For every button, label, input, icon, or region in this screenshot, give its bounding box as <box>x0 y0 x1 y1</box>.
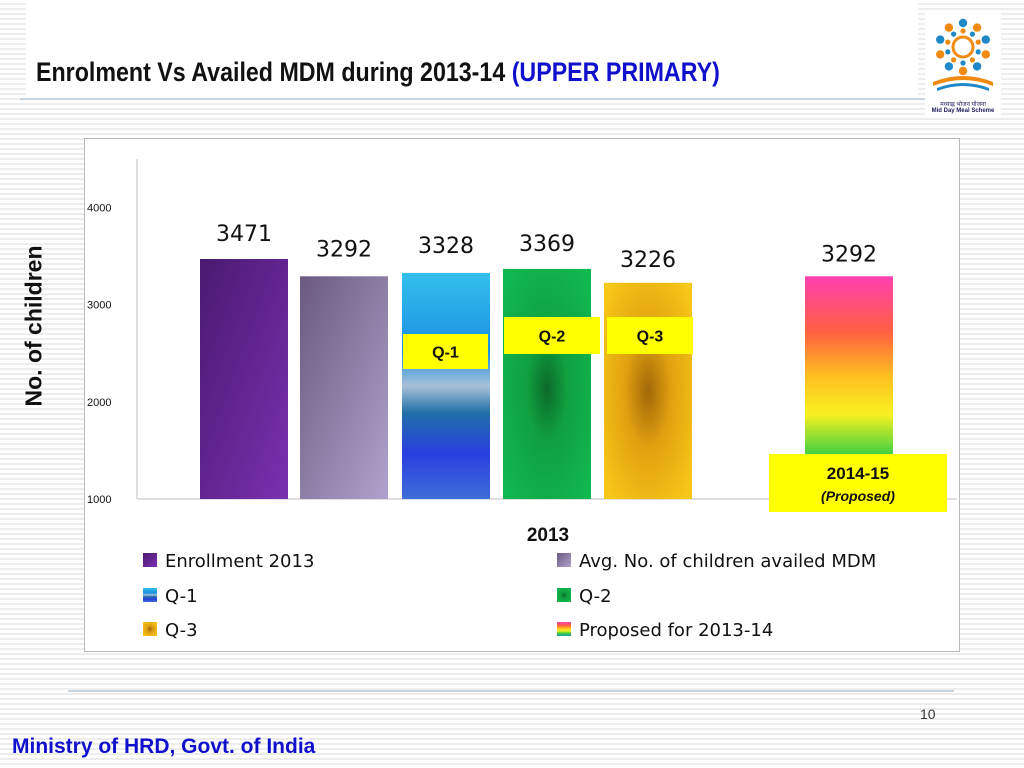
legend-swatch-6 <box>557 622 571 636</box>
data-label-1: 3471 <box>216 222 272 247</box>
bar-1 <box>200 259 288 499</box>
bar-5 <box>604 282 692 499</box>
legend-swatch-5 <box>143 622 157 636</box>
legend-label-5: Q-3 <box>165 620 198 641</box>
bar-2 <box>300 276 388 499</box>
data-label-5: 3226 <box>620 248 676 273</box>
legend-swatch-2 <box>557 553 571 567</box>
bar-chart: 1000 2000 3000 4000 2013 3471 3292 3328 3369 322… <box>87 159 957 641</box>
legend-label-3: Q-1 <box>165 586 198 607</box>
y-axis-label: No. of children <box>20 245 47 407</box>
slide-title: Enrolment Vs Availed MDM during 2013-14 … <box>36 57 720 88</box>
logo-caption-hindi: मध्याह्न भोजन योजना <box>940 102 986 108</box>
chart-panel: 1000 2000 3000 4000 2013 3471 3292 3328 3369 322… <box>84 138 960 652</box>
data-label-2: 3292 <box>316 237 372 262</box>
data-label-6: 3292 <box>821 242 877 267</box>
footer-text: Ministry of HRD, Govt. of India <box>12 735 316 758</box>
title-accent: (UPPER PRIMARY) <box>511 57 720 87</box>
legend-label-6: Proposed for 2013-14 <box>579 620 773 641</box>
tag-label-q-3: Q-3 <box>637 329 664 346</box>
legend-swatch-3 <box>143 588 157 602</box>
mid-day-meal-logo-icon <box>933 18 993 91</box>
tag-box-q-1 <box>403 334 488 369</box>
tag-box-q-2 <box>504 317 600 354</box>
tag-box-q-3 <box>607 317 693 354</box>
legend-label-1: Enrollment 2013 <box>165 551 314 572</box>
top-divider <box>20 98 955 100</box>
bar-3 <box>402 272 490 499</box>
x-category-label: 2013 <box>527 525 569 546</box>
legend-label-2: Avg. No. of children availed MDM <box>579 551 876 572</box>
page-number: 10 <box>920 706 936 722</box>
data-label-3: 3328 <box>418 234 474 259</box>
y-tick-label: 4000 <box>87 203 111 215</box>
bottom-divider <box>68 690 954 692</box>
y-tick-label: 1000 <box>87 494 111 506</box>
title-main: Enrolment Vs Availed MDM during 2013-14 <box>36 57 512 87</box>
y-tick-label: 3000 <box>87 300 111 312</box>
proposed-tag-note: (Proposed) <box>821 488 895 504</box>
y-tick-label: 2000 <box>87 397 111 409</box>
proposed-tag-box <box>769 454 947 512</box>
legend-swatch-1 <box>143 553 157 567</box>
logo-caption-english: Mid Day Meal Scheme <box>931 108 995 114</box>
data-label-4: 3369 <box>519 232 575 257</box>
tag-label-q-1: Q-1 <box>432 345 459 362</box>
bar-4 <box>503 268 591 499</box>
legend-label-4: Q-2 <box>579 586 612 607</box>
mid-day-meal-logo: मध्याह्न भोजन योजना Mid Day Meal Scheme <box>925 12 1001 116</box>
tag-label-q-2: Q-2 <box>539 329 566 346</box>
title-panel: Enrolment Vs Availed MDM during 2013-14 … <box>26 0 918 98</box>
legend-swatch-4 <box>557 588 571 602</box>
proposed-tag-year: 2014-15 <box>827 464 889 483</box>
